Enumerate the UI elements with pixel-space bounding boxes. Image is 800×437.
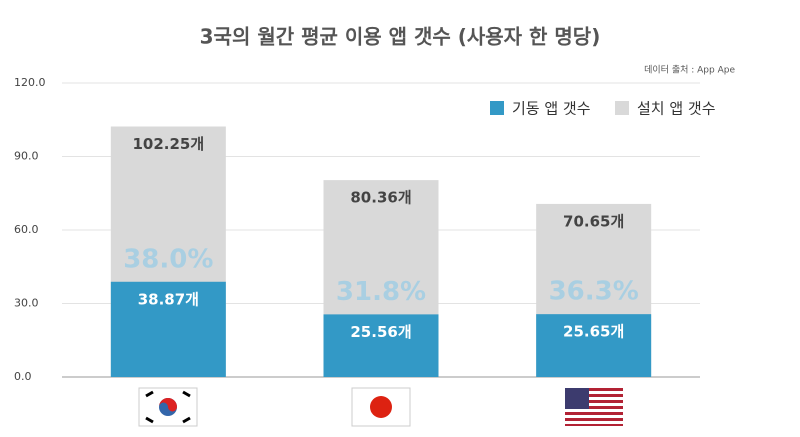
legend-label: 설치 앱 갯수 (637, 100, 716, 118)
value-label: 70.65개 (563, 212, 624, 230)
y-tick-label: 90.0 (14, 150, 39, 163)
y-tick-label: 60.0 (14, 223, 39, 236)
value-label: 25.56개 (350, 323, 411, 341)
legend-swatch (490, 101, 504, 115)
flag-usa (565, 388, 623, 426)
legend-label: 기동 앱 갯수 (512, 100, 591, 118)
value-label: 38.87개 (138, 290, 199, 308)
value-label: 102.25개 (132, 135, 204, 153)
y-tick-label: 30.0 (14, 297, 39, 310)
share-label: 38.0% (123, 244, 213, 274)
legend-swatch (615, 101, 629, 115)
value-label: 80.36개 (350, 189, 411, 207)
flag-japan (351, 387, 411, 427)
flag-korea (138, 387, 198, 427)
bar (536, 314, 652, 377)
source: 데이터 출처 : App Ape (644, 64, 735, 76)
chart-title: 3국의 월간 평균 이용 앱 갯수 (사용자 한 명당) (200, 25, 601, 49)
y-tick-label: 120.0 (14, 76, 46, 89)
bar (323, 314, 439, 377)
value-label: 25.65개 (563, 323, 624, 341)
share-label: 36.3% (549, 277, 639, 307)
share-label: 31.8% (336, 277, 426, 307)
y-tick-label: 0.0 (14, 370, 32, 383)
bar (110, 281, 226, 377)
